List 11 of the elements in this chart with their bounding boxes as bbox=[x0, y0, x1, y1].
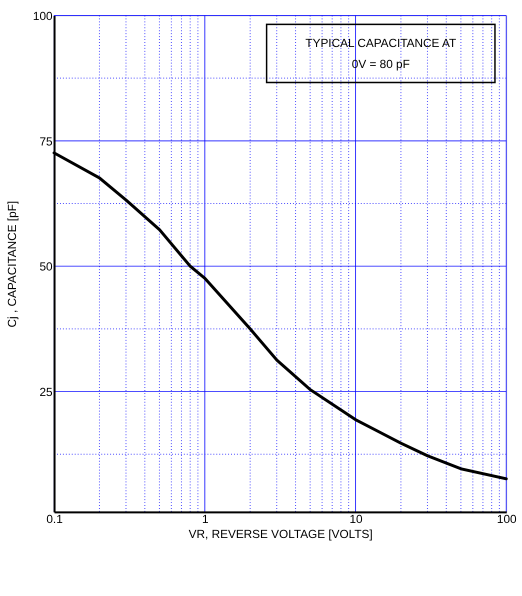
annotation: TYPICAL CAPACITANCE AT bbox=[305, 36, 456, 50]
x-tick-label: 100 bbox=[496, 513, 518, 526]
y-tick-label: 25 bbox=[39, 386, 54, 399]
x-tick-label: 10 bbox=[349, 513, 364, 526]
y-tick-label: 50 bbox=[39, 260, 54, 274]
y-tick-label: 100 bbox=[32, 10, 54, 23]
x-tick-label: 1 bbox=[202, 513, 209, 526]
x-axis-title: VR, REVERSE VOLTAGE [VOLTS] bbox=[188, 528, 373, 541]
x-tick-label: 0.1 bbox=[46, 513, 63, 526]
y-axis-title: Cj , CAPACITANCE [pF] bbox=[6, 200, 20, 328]
y-tick-label: 75 bbox=[39, 135, 54, 148]
